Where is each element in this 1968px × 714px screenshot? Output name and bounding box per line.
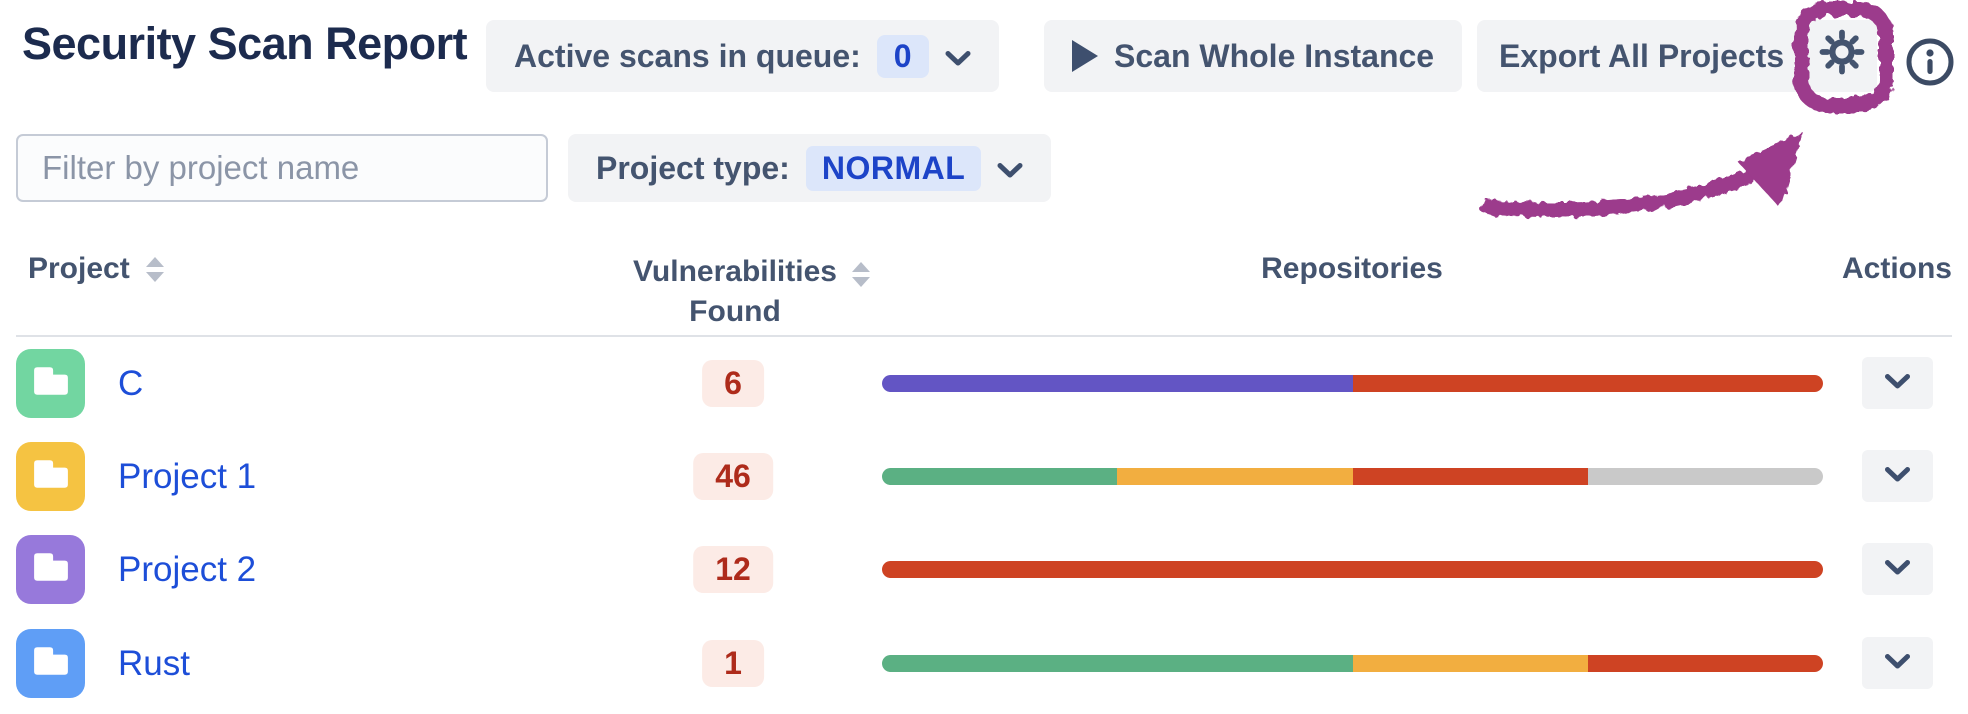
repo-bar-segment <box>1352 375 1823 392</box>
column-header-repositories-label: Repositories <box>1261 252 1443 285</box>
header-divider <box>16 335 1952 337</box>
active-scans-queue-dropdown[interactable]: Active scans in queue: 0 <box>486 20 999 92</box>
table-row: Rust 1 <box>0 629 1968 698</box>
project-filter-input[interactable] <box>16 134 548 202</box>
project-avatar <box>16 535 85 604</box>
project-avatar <box>16 629 85 698</box>
sort-icon[interactable] <box>145 256 164 282</box>
project-type-value-badge: NORMAL <box>805 145 982 191</box>
info-button[interactable] <box>1902 34 1958 90</box>
project-name-link[interactable]: Project 1 <box>118 457 257 496</box>
play-icon <box>1072 40 1098 72</box>
row-actions-dropdown[interactable] <box>1862 637 1933 689</box>
folder-icon <box>32 365 70 402</box>
table-row: Project 1 46 <box>0 442 1968 511</box>
settings-gear-button[interactable] <box>1807 20 1877 92</box>
repo-bar-segment <box>882 655 1353 672</box>
chevron-down-icon <box>1884 373 1911 393</box>
vulnerabilities-count-badge: 6 <box>702 360 764 407</box>
repo-bar-segment <box>882 561 1823 578</box>
scan-whole-instance-button[interactable]: Scan Whole Instance <box>1044 20 1463 92</box>
gear-icon <box>1819 29 1865 83</box>
repositories-status-bar <box>882 561 1823 578</box>
active-scans-label: Active scans in queue: <box>514 37 861 74</box>
repo-bar-segment <box>1587 468 1823 485</box>
chevron-down-icon <box>1884 559 1911 579</box>
export-all-projects-button[interactable]: Export All Projects <box>1477 20 1807 92</box>
export-all-projects-label: Export All Projects <box>1499 37 1785 74</box>
project-name-link[interactable]: Rust <box>118 644 190 683</box>
row-actions-dropdown[interactable] <box>1862 450 1933 502</box>
column-header-project[interactable]: Project <box>28 252 164 286</box>
project-name-link[interactable]: Project 2 <box>118 550 257 589</box>
row-actions-dropdown[interactable] <box>1862 543 1933 595</box>
chevron-down-icon <box>997 150 1023 187</box>
vulnerabilities-count-badge: 1 <box>702 640 764 687</box>
repo-bar-segment <box>1587 655 1823 672</box>
repo-bar-segment <box>1352 468 1588 485</box>
scan-whole-instance-label: Scan Whole Instance <box>1114 37 1435 74</box>
table-row: C 6 <box>0 349 1968 418</box>
column-header-actions: Actions <box>1810 252 1952 286</box>
info-icon <box>1902 38 1958 93</box>
chevron-down-icon <box>1884 653 1911 673</box>
repositories-status-bar <box>882 655 1823 672</box>
repo-bar-segment <box>1117 468 1353 485</box>
project-type-label: Project type: <box>596 149 790 186</box>
chevron-down-icon <box>1884 466 1911 486</box>
repositories-status-bar <box>882 468 1823 485</box>
repositories-status-bar <box>882 375 1823 392</box>
repo-bar-segment <box>1352 655 1588 672</box>
repo-bar-segment <box>882 468 1118 485</box>
column-header-project-label: Project <box>28 252 130 285</box>
project-avatar <box>16 349 85 418</box>
column-header-vulnerabilities[interactable]: Vulnerabilities Found <box>615 252 855 332</box>
table-row: Project 2 12 <box>0 535 1968 604</box>
repo-bar-segment <box>882 375 1353 392</box>
column-header-actions-label: Actions <box>1841 252 1952 285</box>
row-actions-dropdown[interactable] <box>1862 357 1933 409</box>
vulnerabilities-count-badge: 46 <box>693 453 773 500</box>
active-scans-count-badge: 0 <box>876 34 929 78</box>
chevron-down-icon <box>945 38 971 75</box>
project-name-link[interactable]: C <box>118 364 144 403</box>
sort-icon[interactable] <box>852 262 870 287</box>
column-header-repositories: Repositories <box>1232 252 1472 286</box>
project-type-dropdown[interactable]: Project type: NORMAL <box>568 134 1052 202</box>
vulnerabilities-count-badge: 12 <box>693 546 773 593</box>
folder-icon <box>32 645 70 682</box>
folder-icon <box>32 551 70 588</box>
project-avatar <box>16 442 85 511</box>
column-header-vulnerabilities-label: Vulnerabilities Found <box>633 255 837 328</box>
page-title: Security Scan Report <box>22 18 468 69</box>
folder-icon <box>32 458 70 495</box>
